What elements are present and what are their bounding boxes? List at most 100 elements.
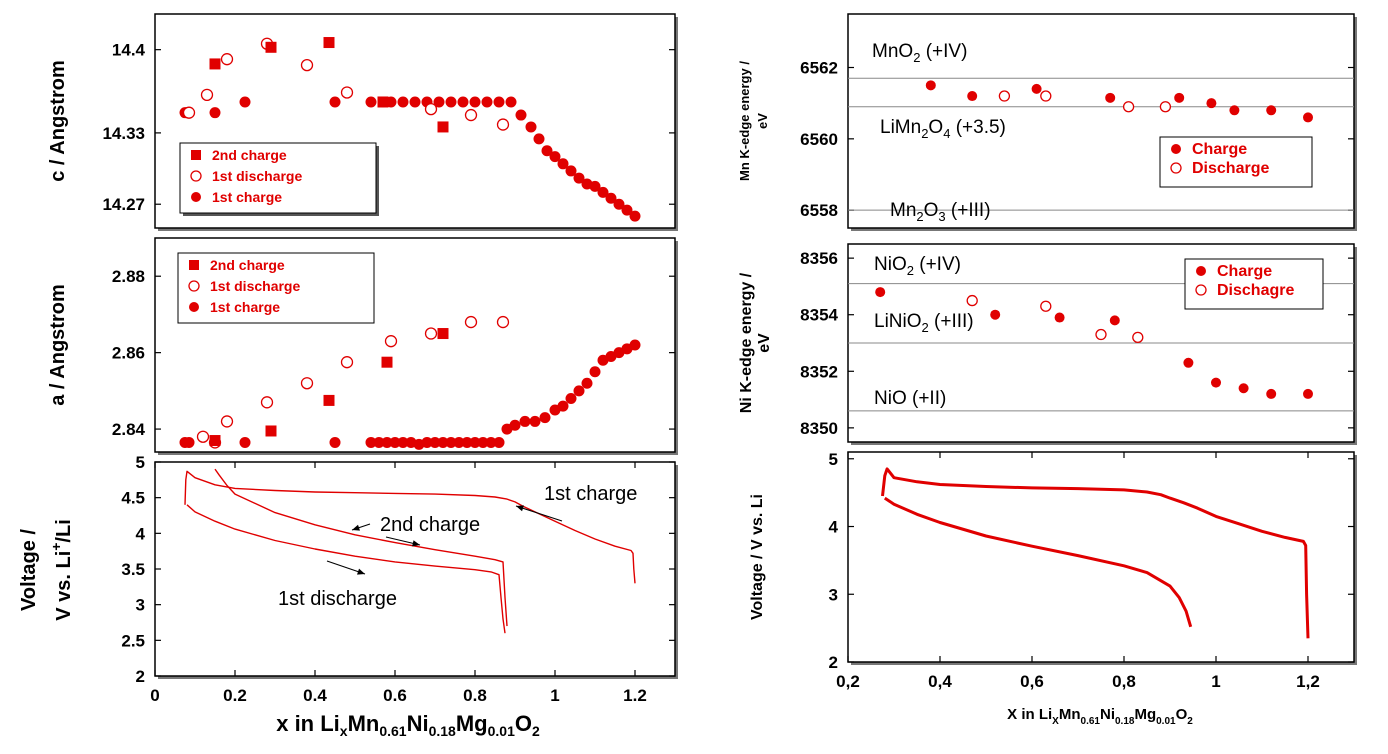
y-axis-label-part: +: [48, 543, 64, 551]
y-axis-label-line1: Voltage /: [18, 529, 40, 611]
data-point: [182, 106, 196, 119]
y-tick-label: 2: [829, 653, 838, 672]
legend-marker: [1195, 284, 1207, 296]
x-tick-label: 1,2: [1296, 672, 1320, 691]
reference-label-part: 2: [922, 320, 929, 335]
data-point: [365, 436, 377, 448]
data-point: [183, 436, 195, 448]
x-tick-label: 0: [150, 686, 159, 705]
data-point: [437, 121, 449, 133]
reference-label: NiO2 (+IV): [874, 254, 961, 278]
legend-marker: [1171, 144, 1181, 154]
y-tick-label: 14.4: [112, 41, 146, 60]
data-point: [557, 400, 569, 412]
legend-label: 1st charge: [212, 189, 282, 205]
x-tick-label: 0.2: [223, 686, 247, 705]
data-point: [477, 436, 489, 448]
series-line: [881, 467, 1310, 639]
data-point: [200, 88, 214, 101]
data-point: [1054, 312, 1065, 323]
data-point: [433, 96, 445, 108]
data-point: [265, 41, 277, 53]
legend-label: Dischagre: [1217, 282, 1294, 299]
data-point: [557, 158, 569, 170]
data-point: [260, 396, 274, 409]
arrow-head: [357, 568, 365, 575]
data-point: [300, 377, 314, 390]
y-axis-label: c / Angstrom: [47, 60, 69, 182]
data-point: [966, 294, 978, 307]
x-axis-label-part: 0.61: [379, 723, 406, 739]
data-point: [429, 436, 441, 448]
x-axis-label: X in LiXMn0.61Ni0.18Mg0.01O2: [1007, 706, 1193, 727]
data-point: [589, 366, 601, 378]
y-axis-label-part: /Li: [53, 519, 75, 542]
x-axis-label-part: Mg: [1134, 706, 1156, 723]
y-axis-label-part: V vs. Li: [53, 551, 75, 621]
panel: 5 4.5 4 3.5 3 2.5 20 0.2 0.4 0.6 0.8 1 1.2 1st charge…: [121, 453, 678, 705]
x-axis-label-part: Mn: [1059, 706, 1081, 723]
x-axis-label-part: 2: [532, 723, 540, 739]
data-point: [541, 145, 553, 157]
x-axis-label-part: X in Li: [1007, 706, 1052, 723]
legend-marker: [189, 260, 199, 270]
data-point: [1105, 92, 1116, 103]
data-point: [373, 436, 385, 448]
data-point: [1229, 105, 1240, 116]
legend-marker: [188, 280, 200, 292]
plot-frame: [847, 451, 1355, 663]
data-point: [481, 96, 493, 108]
data-point: [209, 58, 221, 70]
data-point: [469, 436, 481, 448]
x-axis-label-part: Ni: [1100, 706, 1115, 723]
data-point: [239, 436, 251, 448]
data-point: [340, 86, 354, 99]
data-point: [1266, 105, 1277, 116]
data-point: [533, 133, 545, 145]
data-point: [529, 415, 541, 427]
x-axis-label-part: 0.61: [1081, 716, 1101, 727]
y-tick-label: 2.86: [112, 344, 145, 363]
data-point: [445, 96, 457, 108]
y-tick-label: 3.5: [121, 560, 145, 579]
data-point: [1132, 331, 1144, 343]
data-point: [1122, 101, 1135, 113]
x-tick-label: 0.6: [383, 686, 407, 705]
data-point: [209, 435, 221, 447]
panel: 14.4 14.33 14.27 2nd charge 1st discharge 1st…: [102, 13, 678, 231]
data-point: [539, 412, 551, 424]
data-point: [421, 436, 433, 448]
data-point: [424, 102, 438, 116]
legend-marker: [191, 192, 201, 202]
reference-label-part: 2: [921, 126, 928, 141]
x-tick-label: 0.4: [303, 686, 327, 705]
data-point: [493, 96, 505, 108]
series-line: [184, 470, 636, 584]
legend-label: Discharge: [1192, 160, 1269, 177]
data-point: [525, 121, 537, 133]
data-point: [1238, 383, 1249, 394]
y-tick-label: 14.27: [102, 195, 145, 214]
data-point: [457, 96, 469, 108]
annotation-label: 2nd charge: [380, 514, 480, 536]
legend-box: [1159, 136, 1313, 188]
y-tick-label: 4: [829, 518, 839, 537]
y-tick-label: 2: [136, 667, 145, 686]
legend-box: [177, 252, 375, 324]
reference-label-part: (+IV): [914, 254, 961, 275]
data-point: [597, 186, 609, 198]
reference-label-part: LiMn: [880, 117, 921, 138]
data-point: [1159, 101, 1172, 113]
annotation-arrows: [326, 505, 563, 575]
y-tick-label: 2.88: [112, 267, 145, 286]
reference-label-part: 2: [913, 50, 920, 65]
series-line: [186, 504, 506, 634]
data-point: [1109, 315, 1120, 326]
data-point: [239, 96, 251, 108]
data-point: [300, 58, 314, 72]
reference-label: NiO (+II): [874, 388, 946, 409]
data-point: [469, 96, 481, 108]
arrow-head: [516, 505, 524, 512]
data-point: [1174, 92, 1185, 103]
panel: 5 4 3 20,2 0,4 0,6 0,8 1 1,2: [829, 450, 1357, 691]
